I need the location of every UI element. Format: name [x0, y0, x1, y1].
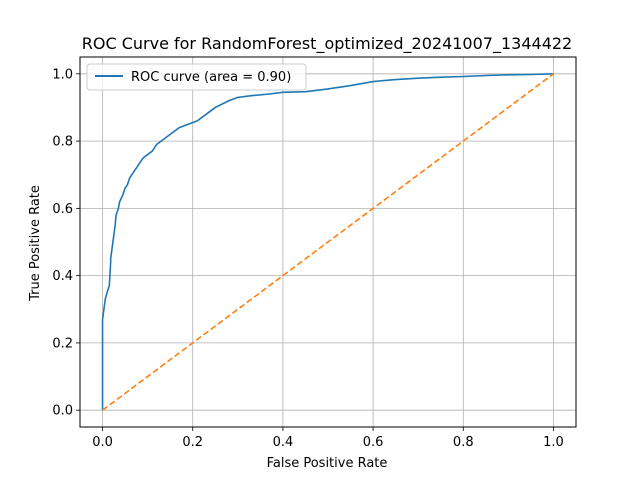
x-tick-label: 0.6 — [363, 435, 384, 450]
legend: ROC curve (area = 0.90) — [86, 63, 307, 91]
x-axis-label: False Positive Rate — [267, 456, 388, 471]
y-tick-label: 0.4 — [52, 269, 73, 284]
legend-box — [86, 63, 307, 91]
x-tick-label: 0.0 — [92, 435, 113, 450]
y-tick-label: 0.6 — [52, 202, 73, 217]
plot-frame — [79, 56, 577, 428]
series-layer — [101, 73, 554, 411]
x-tick-label: 0.4 — [273, 435, 294, 450]
chance-diagonal-line — [102, 73, 554, 411]
grid — [80, 57, 576, 427]
x-tick-label: 1.0 — [543, 435, 564, 450]
y-tick-label: 0.2 — [52, 336, 73, 351]
roc-curve-line — [101, 73, 554, 411]
y-tick-label: 1.0 — [52, 67, 73, 82]
chart-title: ROC Curve for RandomForest_optimized_202… — [82, 34, 572, 54]
legend-label: ROC curve (area = 0.90) — [131, 70, 291, 85]
y-axis-label: True Positive Rate — [28, 185, 43, 302]
y-tick-label: 0.0 — [52, 404, 73, 419]
x-tick-label: 0.2 — [182, 435, 203, 450]
x-axis-ticks: 0.0 0.2 0.4 0.6 0.8 1.0 — [92, 427, 564, 450]
y-axis-ticks: 0.0 0.2 0.4 0.6 0.8 1.0 — [52, 67, 80, 419]
y-tick-label: 0.8 — [52, 135, 73, 150]
x-tick-label: 0.8 — [453, 435, 474, 450]
